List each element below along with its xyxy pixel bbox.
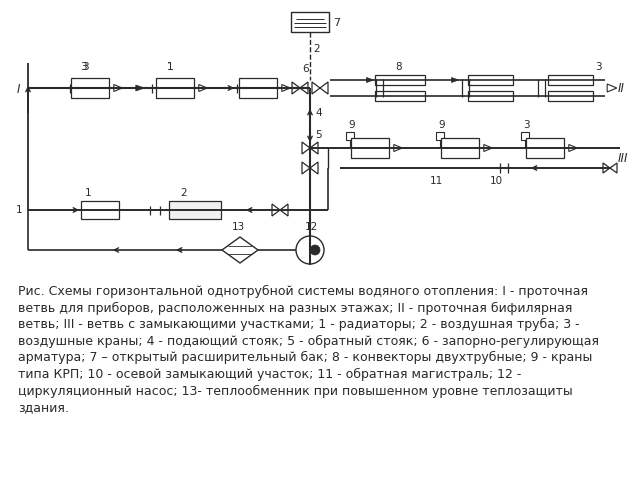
Text: II: II [618,82,625,95]
Text: 9: 9 [438,120,445,130]
Text: 7: 7 [333,18,340,28]
Text: III: III [618,152,628,165]
Bar [467,91,513,101]
Polygon shape [367,77,374,83]
Bar [169,201,221,219]
Polygon shape [282,84,290,92]
Text: 1: 1 [16,205,22,215]
Polygon shape [222,237,258,263]
Text: 4: 4 [315,108,322,118]
Text: 6: 6 [302,64,308,74]
Polygon shape [272,204,288,216]
Polygon shape [136,85,144,91]
Text: 12: 12 [305,222,318,232]
Bar [467,75,513,85]
Polygon shape [394,144,402,152]
Text: 2: 2 [313,44,319,54]
Text: 3: 3 [82,62,88,72]
Text: 8: 8 [395,62,402,72]
Circle shape [310,245,320,255]
Text: 1: 1 [167,62,173,72]
Bar [526,138,564,158]
Text: 9: 9 [348,120,355,130]
Text: 3: 3 [523,120,530,130]
Text: 10: 10 [490,176,503,186]
Bar [71,78,109,98]
Bar [547,75,593,85]
Text: I: I [16,83,20,96]
Text: 3: 3 [595,62,602,72]
Bar [81,201,119,219]
Polygon shape [312,82,328,94]
Text: 3: 3 [80,62,86,72]
Text: 2: 2 [180,188,187,198]
Bar [291,12,329,32]
Bar [375,75,425,85]
Polygon shape [292,82,308,94]
Bar [375,91,425,101]
Bar [239,78,277,98]
Text: 11: 11 [430,176,444,186]
Polygon shape [114,84,122,92]
Bar [436,132,444,140]
Text: Рис. Схемы горизонтальной однотрубной системы водяного отопления: I - проточная
: Рис. Схемы горизонтальной однотрубной си… [18,285,599,414]
Polygon shape [484,144,492,152]
Text: 1: 1 [167,62,173,72]
Polygon shape [603,163,617,173]
Polygon shape [302,142,318,154]
Polygon shape [607,84,617,92]
Bar [441,138,479,158]
Bar [547,91,593,101]
Polygon shape [302,162,318,174]
Bar [521,132,529,140]
Text: 5: 5 [315,130,322,140]
Text: 13: 13 [232,222,245,232]
Bar [351,138,389,158]
Polygon shape [451,77,458,83]
Bar [346,132,354,140]
Polygon shape [199,84,207,92]
Polygon shape [569,144,577,152]
Bar [156,78,194,98]
Circle shape [296,236,324,264]
Text: 1: 1 [85,188,92,198]
